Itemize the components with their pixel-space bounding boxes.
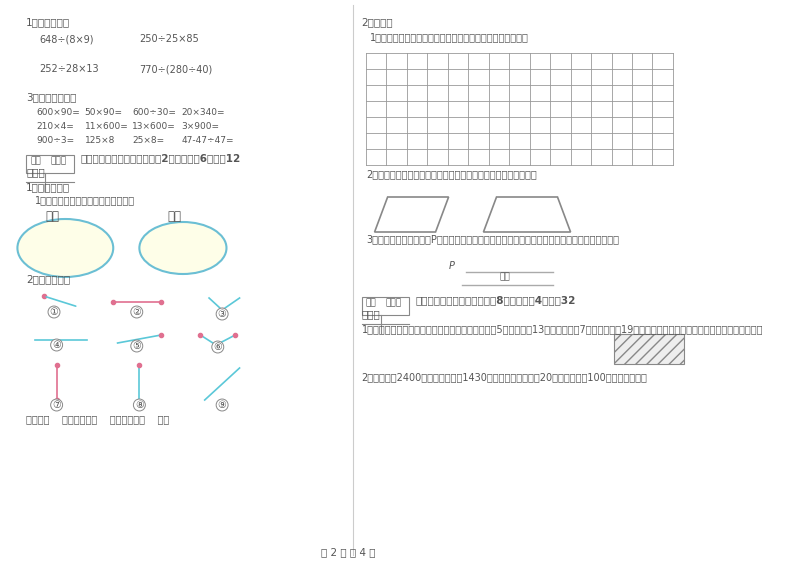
Text: ⑤: ⑤ xyxy=(132,341,141,351)
Text: 2．看图填空。: 2．看图填空。 xyxy=(26,274,70,284)
Text: 评卷人: 评卷人 xyxy=(386,298,402,307)
Text: 2．在下图中，各画一条线段，把它分成一个三角形和一个梯形。: 2．在下图中，各画一条线段，把它分成一个三角形和一个梯形。 xyxy=(366,169,537,179)
Text: 1．竖式计算。: 1．竖式计算。 xyxy=(26,17,70,27)
Text: 648÷(8×9): 648÷(8×9) xyxy=(39,34,94,44)
Text: 770÷(280÷40): 770÷(280÷40) xyxy=(139,64,213,74)
Text: ⑦: ⑦ xyxy=(52,400,61,410)
Text: 评卷人: 评卷人 xyxy=(50,156,66,165)
Text: 20×340=: 20×340= xyxy=(181,108,225,117)
Text: ⑥: ⑥ xyxy=(214,342,222,352)
Text: 900÷3=: 900÷3= xyxy=(37,136,74,145)
Text: 210×4=: 210×4= xyxy=(37,122,74,131)
Text: 分）。: 分）。 xyxy=(26,167,45,177)
Text: 五、认真思考，综合能力（共2小题，每题6分，共12: 五、认真思考，综合能力（共2小题，每题6分，共12 xyxy=(80,153,240,163)
Text: P: P xyxy=(449,261,454,271)
Text: 252÷28×13: 252÷28×13 xyxy=(39,64,99,74)
Text: 1．综合训练。: 1．综合训练。 xyxy=(26,182,70,192)
Text: 2．粮店原有2400千克大米，卖出1430千克后，现在又运进20袋，平均每袋100千克，粮店现有: 2．粮店原有2400千克大米，卖出1430千克后，现在又运进20袋，平均每袋10… xyxy=(362,372,647,382)
Text: ④: ④ xyxy=(52,340,61,350)
Text: ⑧: ⑧ xyxy=(135,400,144,410)
Text: 得分: 得分 xyxy=(30,156,42,165)
Text: 3．直接写得数。: 3．直接写得数。 xyxy=(26,92,77,102)
Text: 3×900=: 3×900= xyxy=(181,122,219,131)
FancyBboxPatch shape xyxy=(362,297,410,315)
Ellipse shape xyxy=(18,219,114,277)
Text: ①: ① xyxy=(50,307,58,317)
Text: 600÷30=: 600÷30= xyxy=(133,108,176,117)
Text: 47-47÷47=: 47-47÷47= xyxy=(181,136,234,145)
Text: 50×90=: 50×90= xyxy=(85,108,122,117)
Text: ②: ② xyxy=(132,307,141,317)
Text: 第 2 页 共 4 页: 第 2 页 共 4 页 xyxy=(321,547,376,557)
Text: 25×8=: 25×8= xyxy=(133,136,165,145)
Text: 锐角: 锐角 xyxy=(46,210,59,223)
Text: 2．作图。: 2．作图。 xyxy=(362,17,393,27)
Ellipse shape xyxy=(139,222,226,274)
Text: 钝角: 钝角 xyxy=(167,210,182,223)
Text: 得分: 得分 xyxy=(366,298,377,307)
Text: 1．在下面的方格纸中分别画一个等腰梯形和一个直角梯形。: 1．在下面的方格纸中分别画一个等腰梯形和一个直角梯形。 xyxy=(370,32,529,42)
Text: 13×600=: 13×600= xyxy=(133,122,176,131)
Text: 11×600=: 11×600= xyxy=(85,122,128,131)
Text: ⑨: ⑨ xyxy=(218,400,226,410)
Text: ③: ③ xyxy=(218,309,226,319)
FancyBboxPatch shape xyxy=(614,334,684,364)
Text: 1．把下面各角度数填入相应的圆里。: 1．把下面各角度数填入相应的圆里。 xyxy=(35,195,135,205)
Text: 六、应用知识，解决问题（共8小题，每题4分，共32: 六、应用知识，解决问题（共8小题，每题4分，共32 xyxy=(415,295,576,305)
Text: 分）。: 分）。 xyxy=(362,309,380,319)
Text: 1．张大爷在小河边围了一块梯形菜地，菜地上底长5米，下底长13米，两腰各长7米，他只用了19米长的篱笆，你知道他是怎么围的吗？请你画一画: 1．张大爷在小河边围了一块梯形菜地，菜地上底长5米，下底长13米，两腰各长7米，… xyxy=(362,324,763,334)
Text: 小河: 小河 xyxy=(500,272,510,281)
Text: 直线有（    ），射线有（    ），线段有（    ）。: 直线有（ ），射线有（ ），线段有（ ）。 xyxy=(26,414,170,424)
FancyBboxPatch shape xyxy=(26,155,74,173)
Text: 600×90=: 600×90= xyxy=(37,108,80,117)
Text: 3．河岸上有一个喷水口P，从小河中接一根水管到喷水口，怎样接最省材料？（在图中画出来）: 3．河岸上有一个喷水口P，从小河中接一根水管到喷水口，怎样接最省材料？（在图中画… xyxy=(366,234,619,244)
Text: 125×8: 125×8 xyxy=(85,136,115,145)
Text: 250÷25×85: 250÷25×85 xyxy=(139,34,199,44)
